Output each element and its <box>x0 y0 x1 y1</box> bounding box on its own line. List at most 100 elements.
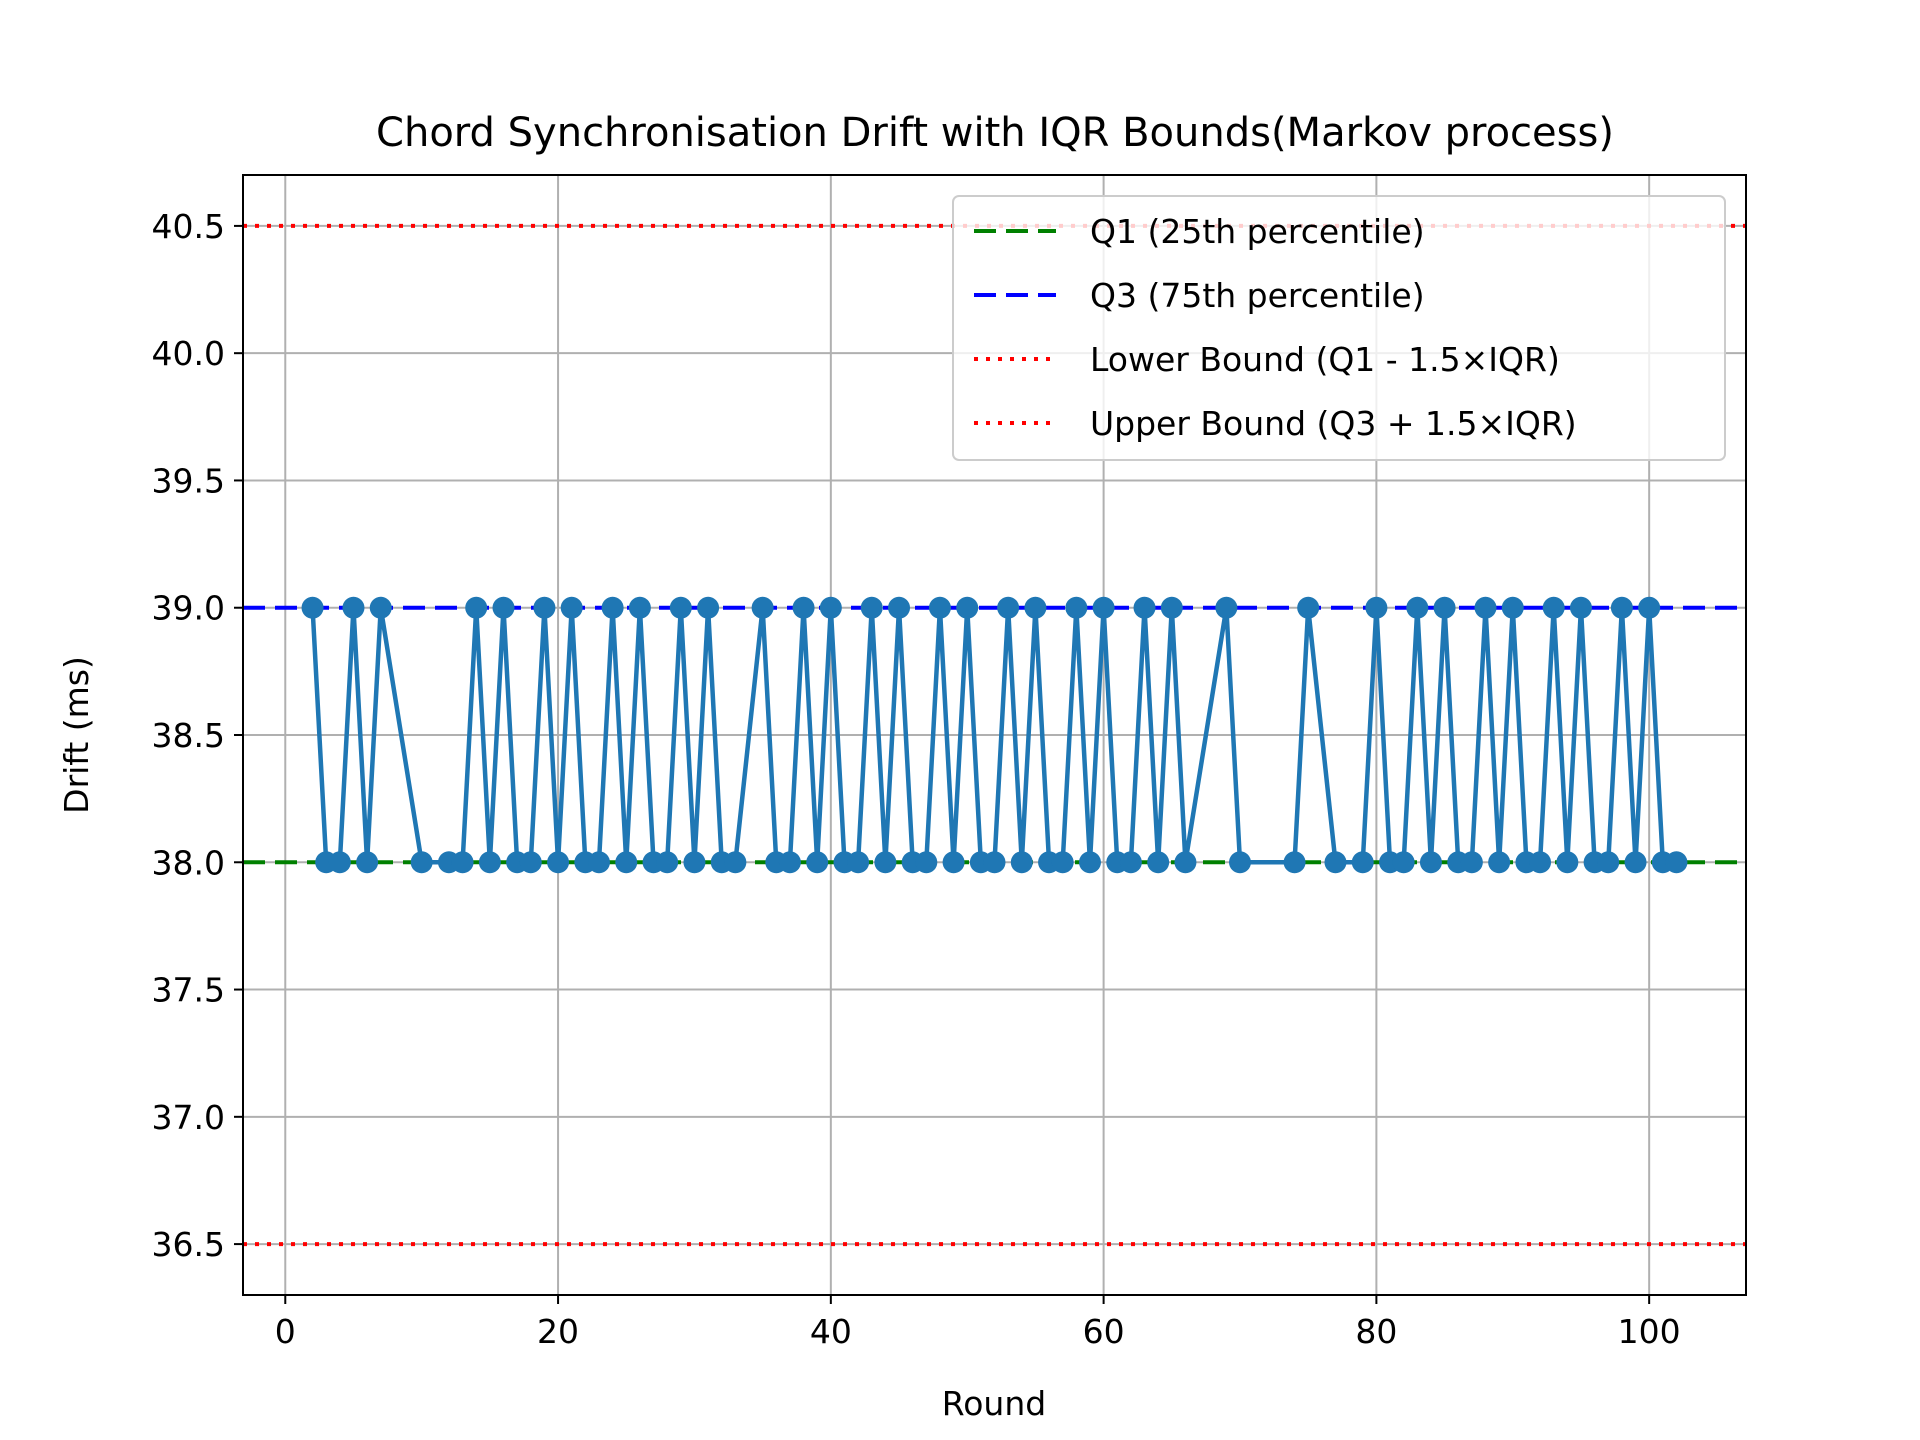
legend-box <box>952 195 1726 461</box>
data-point <box>1597 851 1620 874</box>
data-point <box>1392 851 1415 874</box>
data-point <box>1174 851 1197 874</box>
data-point <box>301 596 324 619</box>
data-point <box>547 851 570 874</box>
data-point <box>1638 596 1661 619</box>
legend: Q1 (25th percentile) Q3 (75th percentile)… <box>952 195 1726 461</box>
data-point <box>1297 596 1320 619</box>
data-point <box>601 596 624 619</box>
data-point <box>1542 596 1565 619</box>
data-point <box>1474 596 1497 619</box>
y-tick-label: 37.0 <box>152 1098 225 1137</box>
data-point <box>1556 851 1579 874</box>
legend-items: Q1 (25th percentile) Q3 (75th percentile)… <box>974 212 1577 443</box>
data-point <box>1501 596 1524 619</box>
data-point <box>983 851 1006 874</box>
data-point <box>1529 851 1552 874</box>
data-point <box>356 851 379 874</box>
data-point <box>328 851 351 874</box>
data-point <box>1433 596 1456 619</box>
data-point <box>1365 596 1388 619</box>
data-point <box>792 596 815 619</box>
data-point <box>697 596 720 619</box>
x-tick-label: 40 <box>810 1312 852 1351</box>
data-point <box>928 596 951 619</box>
data-point <box>628 596 651 619</box>
y-axis-label: Drift (ms) <box>57 656 96 814</box>
x-tick-label: 0 <box>275 1312 296 1351</box>
data-point <box>874 851 897 874</box>
y-tick-label: 37.5 <box>152 971 225 1010</box>
chart-title: Chord Synchronisation Drift with IQR Bou… <box>376 110 1614 156</box>
data-point <box>1569 596 1592 619</box>
y-axis-ticks: 36.5 37.0 37.5 38.0 38.5 39.0 39.5 40.0 40.5 <box>152 207 243 1264</box>
data-point <box>956 596 979 619</box>
data-point <box>1610 596 1633 619</box>
legend-label: Q1 (25th percentile) <box>1090 212 1425 251</box>
data-point <box>533 596 556 619</box>
data-point <box>915 851 938 874</box>
data-point <box>778 851 801 874</box>
data-point <box>1283 851 1306 874</box>
x-tick-label: 100 <box>1618 1312 1681 1351</box>
legend-label: Lower Bound (Q1 - 1.5×IQR) <box>1090 340 1560 379</box>
series-line <box>310 605 1677 865</box>
data-point <box>1051 851 1074 874</box>
legend-label: Q3 (75th percentile) <box>1090 276 1425 315</box>
x-axis-ticks: 0 20 40 60 80 100 <box>275 1295 1681 1351</box>
y-tick-label: 38.5 <box>152 716 225 755</box>
y-tick-label: 40.0 <box>152 334 225 373</box>
data-point <box>1024 596 1047 619</box>
data-point <box>751 596 774 619</box>
data-point <box>587 851 610 874</box>
data-point <box>1119 851 1142 874</box>
data-point <box>806 851 829 874</box>
data-point <box>560 596 583 619</box>
x-tick-label: 20 <box>537 1312 579 1351</box>
data-point <box>1665 851 1688 874</box>
x-tick-label: 60 <box>1083 1312 1125 1351</box>
data-point <box>942 851 965 874</box>
data-point <box>342 596 365 619</box>
x-tick-label: 80 <box>1355 1312 1397 1351</box>
data-series <box>301 596 1688 874</box>
data-point <box>492 596 515 619</box>
data-point <box>1324 851 1347 874</box>
data-point <box>465 596 488 619</box>
data-point <box>1215 596 1238 619</box>
data-point <box>369 596 392 619</box>
data-point <box>1160 596 1183 619</box>
data-point <box>1078 851 1101 874</box>
data-point <box>1460 851 1483 874</box>
data-point <box>656 851 679 874</box>
y-tick-label: 40.5 <box>152 207 225 246</box>
data-point <box>451 851 474 874</box>
data-point <box>860 596 883 619</box>
data-point <box>847 851 870 874</box>
data-point <box>1351 851 1374 874</box>
data-point <box>615 851 638 874</box>
data-point <box>683 851 706 874</box>
data-point <box>1406 596 1429 619</box>
legend-label: Upper Bound (Q3 + 1.5×IQR) <box>1090 404 1577 443</box>
data-point <box>669 596 692 619</box>
x-axis-label: Round <box>942 1384 1046 1423</box>
data-point <box>997 596 1020 619</box>
data-point <box>410 851 433 874</box>
data-point <box>1010 851 1033 874</box>
data-point <box>1092 596 1115 619</box>
y-tick-label: 39.0 <box>152 589 225 628</box>
data-point <box>888 596 911 619</box>
y-tick-label: 36.5 <box>152 1225 225 1264</box>
y-tick-label: 39.5 <box>152 461 225 500</box>
data-point <box>819 596 842 619</box>
data-point <box>1147 851 1170 874</box>
data-point <box>478 851 501 874</box>
data-point <box>1624 851 1647 874</box>
data-point <box>519 851 542 874</box>
data-point <box>1133 596 1156 619</box>
data-point <box>1419 851 1442 874</box>
y-tick-label: 38.0 <box>152 843 225 882</box>
data-point <box>1065 596 1088 619</box>
